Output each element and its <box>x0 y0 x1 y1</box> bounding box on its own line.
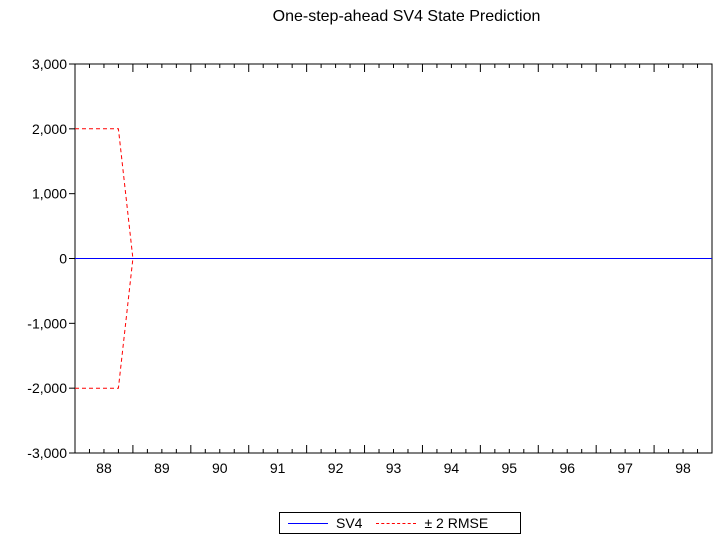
legend-label-rmse: ± 2 RMSE <box>424 515 489 531</box>
x-tick-label: 89 <box>154 460 170 476</box>
legend-item-rmse: ± 2 RMSE <box>376 515 488 531</box>
x-tick-label: 94 <box>444 460 460 476</box>
series-layer <box>75 128 712 389</box>
x-tick-label: 92 <box>328 460 344 476</box>
x-tick-label: 97 <box>617 460 633 476</box>
legend: SV4 ± 2 RMSE <box>279 512 521 534</box>
y-tick-label: -1,000 <box>27 315 67 331</box>
chart-title: One-step-ahead SV4 State Prediction <box>272 8 541 25</box>
x-tick-label: 98 <box>675 460 691 476</box>
x-tick-label: 90 <box>212 460 228 476</box>
series-line-rmse <box>75 258 712 389</box>
x-tick-label: 96 <box>559 460 575 476</box>
x-tick-label: 93 <box>386 460 402 476</box>
y-tick-label: 1,000 <box>32 186 67 202</box>
y-tick-label: 2,000 <box>32 121 67 137</box>
axis-layer: 3,000 2,000 1,000 0 -1,000 -2,000 -3,000 88 89 90… <box>27 56 699 476</box>
x-tick-label: 95 <box>502 460 518 476</box>
x-tick-label: 91 <box>270 460 286 476</box>
y-tick-label: -3,000 <box>27 445 67 461</box>
y-tick-label: -2,000 <box>27 380 67 396</box>
legend-item-sv4: SV4 <box>288 515 362 531</box>
series-line-rmse <box>75 128 712 259</box>
y-tick-label: 3,000 <box>32 56 67 72</box>
legend-swatch-rmse <box>376 522 417 524</box>
legend-swatch-sv4 <box>288 522 328 524</box>
y-tick-label: 0 <box>59 251 67 267</box>
legend-label-sv4: SV4 <box>336 515 363 531</box>
x-tick-label: 88 <box>96 460 112 476</box>
